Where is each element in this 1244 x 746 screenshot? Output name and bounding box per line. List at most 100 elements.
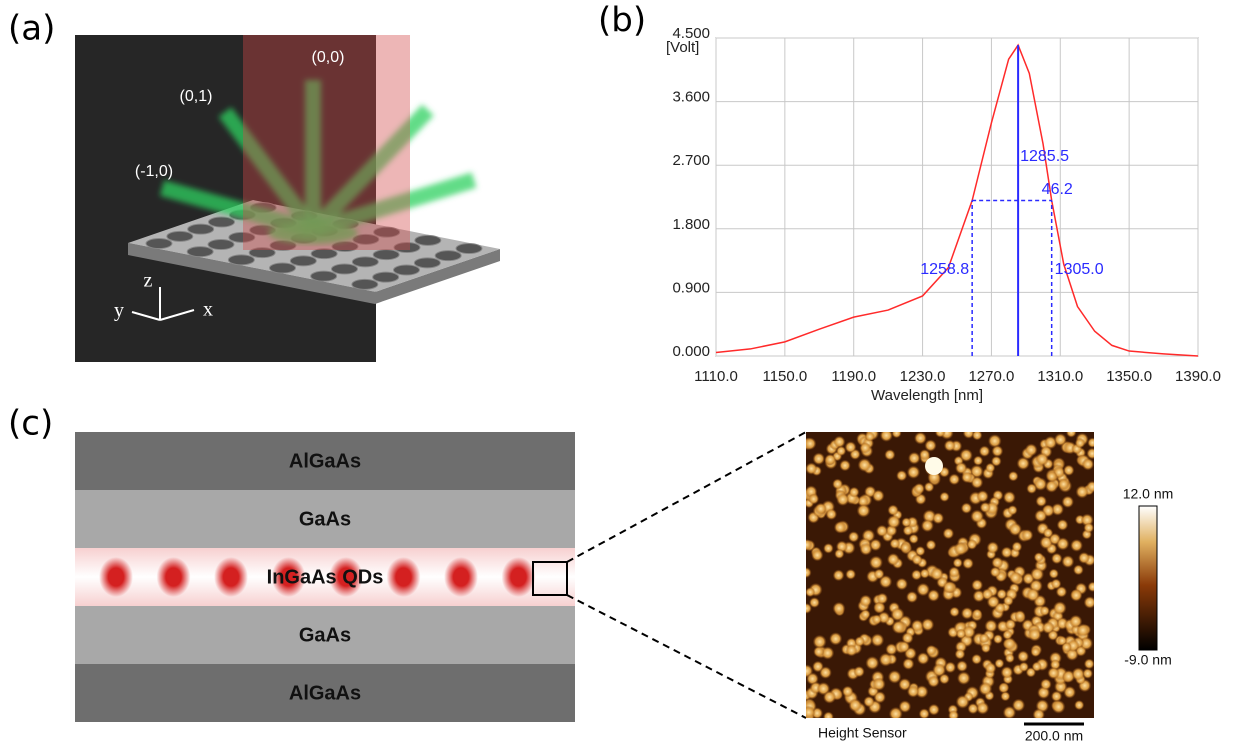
hole	[373, 272, 399, 282]
afm-dot	[993, 634, 1003, 644]
afm-dot	[928, 704, 940, 716]
afm-dot	[979, 682, 993, 696]
afm-dot	[1061, 555, 1074, 568]
fwhm-label: 46.2	[1042, 181, 1073, 198]
afm-dot	[805, 462, 817, 474]
afm-dot	[1009, 571, 1022, 584]
afm-dot	[848, 531, 859, 542]
hole	[228, 255, 254, 265]
afm-dot	[872, 677, 885, 690]
afm-dot	[801, 539, 813, 551]
afm-dot	[1025, 443, 1038, 456]
afm-dot	[876, 525, 888, 537]
afm-dot	[1056, 537, 1069, 550]
hole	[394, 265, 420, 275]
afm-dot	[1026, 588, 1040, 602]
afm-dot	[981, 643, 991, 653]
afm-dot	[1040, 678, 1052, 690]
afm-dot	[1028, 628, 1042, 642]
afm-dot	[991, 456, 1002, 467]
afm-dot	[1046, 471, 1057, 482]
hole	[311, 271, 337, 281]
layer-label: GaAs	[299, 624, 351, 646]
afm-dot	[961, 607, 973, 619]
afm-dot	[1009, 523, 1022, 536]
x-axis-label: Wavelength [nm]	[871, 387, 983, 404]
right-label: 1305.0	[1055, 261, 1104, 278]
y-unit: [Volt]	[666, 39, 699, 56]
afm-dot	[1017, 650, 1029, 662]
afm-spot	[925, 457, 943, 475]
afm-dot	[824, 454, 836, 466]
quantum-dot	[157, 557, 191, 597]
afm-dot	[869, 556, 883, 570]
afm-dot	[872, 490, 884, 502]
x-tick-label: 1150.0	[762, 368, 807, 385]
afm-dot	[971, 476, 984, 489]
afm-dot	[815, 503, 827, 515]
zoom-line	[567, 595, 806, 718]
afm-dot	[1034, 552, 1044, 562]
afm-dot	[987, 541, 1000, 554]
hole	[290, 256, 316, 266]
afm-dot	[943, 528, 955, 540]
afm-dot	[1066, 427, 1077, 438]
afm-dot	[842, 686, 854, 698]
afm-dot	[930, 567, 944, 581]
afm-dot	[1063, 686, 1076, 699]
x-tick-label: 1270.0	[968, 368, 1014, 385]
afm-dot	[834, 521, 847, 534]
axis-name: y	[114, 300, 124, 322]
quantum-dot	[502, 557, 536, 597]
afm-dot	[888, 670, 902, 684]
y-tick-label: 1.800	[672, 216, 710, 233]
afm-dot	[1021, 529, 1033, 541]
afm-dot	[900, 542, 911, 553]
afm-dot	[960, 449, 973, 462]
afm-dot	[845, 441, 857, 453]
afm-dot	[939, 673, 950, 684]
afm-dot	[1005, 619, 1016, 630]
afm-dot	[913, 483, 924, 494]
plot-area	[716, 38, 1198, 356]
quantum-dot	[387, 557, 421, 597]
afm-dot	[921, 519, 934, 532]
afm-dot	[955, 649, 966, 660]
afm-dot	[813, 635, 827, 649]
hole	[352, 279, 378, 289]
afm-dot	[832, 479, 843, 490]
afm-dot	[1063, 465, 1074, 476]
afm-dot	[834, 549, 844, 559]
afm-dot	[1031, 647, 1041, 657]
zoom-line	[567, 432, 806, 562]
afm-dot	[1078, 552, 1090, 564]
afm-dot	[961, 503, 972, 514]
afm-dot	[987, 595, 1000, 608]
afm-dot	[829, 632, 842, 645]
afm-dot	[826, 508, 838, 520]
afm-dot	[860, 609, 870, 619]
y-tick-label: 0.000	[672, 343, 710, 360]
afm-dot	[832, 602, 845, 615]
afm-dot	[1051, 579, 1062, 590]
afm-dot	[804, 437, 817, 450]
order-label: (0,-1)	[493, 169, 531, 186]
hole	[188, 224, 214, 234]
afm-dot	[1076, 623, 1090, 637]
peak-label: 1285.5	[1020, 148, 1069, 165]
afm-dot	[935, 427, 945, 437]
afm-dot	[1051, 553, 1062, 564]
layer-label: AlGaAs	[289, 682, 361, 704]
afm-dot	[980, 502, 991, 513]
afm-dot	[865, 431, 875, 441]
y-tick-label: 0.900	[672, 279, 710, 296]
afm-dot	[845, 569, 856, 580]
afm-dot	[819, 666, 832, 679]
afm-dot	[860, 543, 873, 556]
afm-dot	[907, 685, 920, 698]
afm-dot	[976, 490, 988, 502]
afm-dot	[972, 430, 983, 441]
afm-dot	[839, 460, 851, 472]
x-tick-label: 1230.0	[900, 368, 946, 385]
afm-dot	[871, 633, 885, 647]
